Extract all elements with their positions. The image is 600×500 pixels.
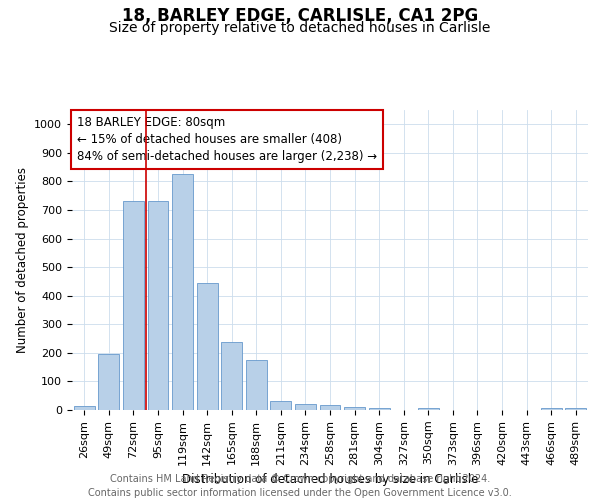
Bar — [197, 283, 218, 410]
Bar — [74, 406, 95, 410]
Bar — [123, 202, 144, 410]
Bar — [368, 408, 389, 410]
Text: 18 BARLEY EDGE: 80sqm
← 15% of detached houses are smaller (408)
84% of semi-det: 18 BARLEY EDGE: 80sqm ← 15% of detached … — [77, 116, 377, 163]
Text: Contains HM Land Registry data © Crown copyright and database right 2024.
Contai: Contains HM Land Registry data © Crown c… — [88, 474, 512, 498]
Bar — [565, 408, 586, 410]
Bar — [246, 360, 267, 410]
Bar — [172, 174, 193, 410]
Bar — [418, 408, 439, 410]
Text: Size of property relative to detached houses in Carlisle: Size of property relative to detached ho… — [109, 21, 491, 35]
Bar — [98, 354, 119, 410]
Bar — [295, 404, 316, 410]
Bar — [148, 202, 169, 410]
Bar — [221, 342, 242, 410]
Bar — [344, 407, 365, 410]
Y-axis label: Number of detached properties: Number of detached properties — [16, 167, 29, 353]
Bar — [271, 401, 292, 410]
X-axis label: Distribution of detached houses by size in Carlisle: Distribution of detached houses by size … — [182, 473, 478, 486]
Bar — [541, 408, 562, 410]
Text: 18, BARLEY EDGE, CARLISLE, CA1 2PG: 18, BARLEY EDGE, CARLISLE, CA1 2PG — [122, 8, 478, 26]
Bar — [320, 405, 340, 410]
